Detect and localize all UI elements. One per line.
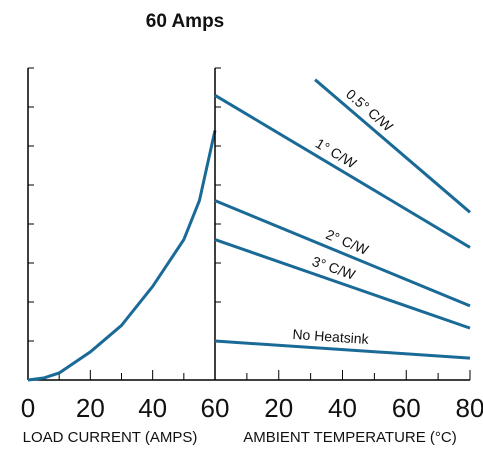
chart-title: 60 Amps xyxy=(146,11,225,32)
x-tick-label: 80 xyxy=(456,393,483,423)
series-label: No Heatsink xyxy=(292,326,370,347)
x-tick-label: 0 xyxy=(21,393,35,423)
series-line xyxy=(214,94,471,249)
x-tick-label: 60 xyxy=(392,393,421,423)
series-line xyxy=(27,130,217,382)
series-line xyxy=(214,339,471,360)
series-label: 2° C/W xyxy=(324,226,372,258)
x-tick-label: 40 xyxy=(138,393,167,423)
x-tick-label: 40 xyxy=(328,393,357,423)
x-tick-label: 20 xyxy=(264,393,293,423)
series-line xyxy=(214,238,471,330)
x-axis-label: LOAD CURRENT (AMPS) xyxy=(23,429,198,446)
x-tick-label: 60 xyxy=(201,393,230,423)
series-line xyxy=(314,78,471,214)
x-tick-label: 20 xyxy=(76,393,105,423)
series-line xyxy=(214,199,471,308)
x-axis-label: AMBIENT TEMPERATURE (°C) xyxy=(243,429,457,446)
